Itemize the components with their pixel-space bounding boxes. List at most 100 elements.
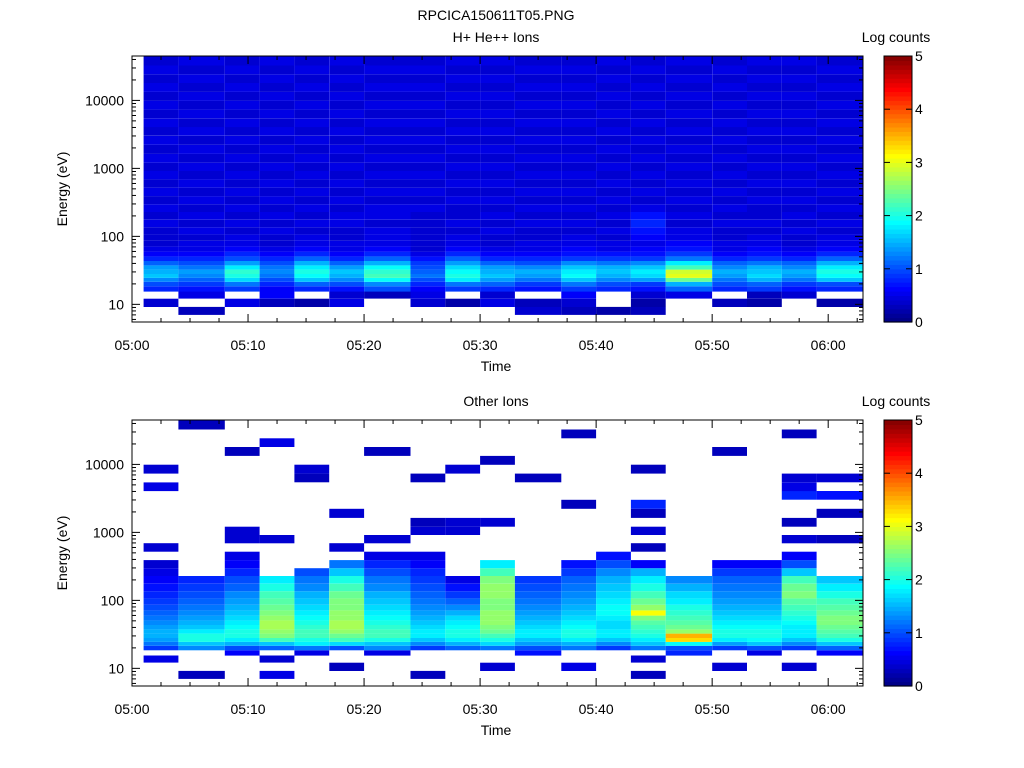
hplus-cell xyxy=(747,109,782,119)
other-ions-cell xyxy=(294,645,330,651)
hplus-cell xyxy=(514,256,562,261)
hplus-cell xyxy=(178,261,225,266)
hplus-cell xyxy=(445,240,481,247)
hplus-cell xyxy=(747,261,782,266)
other-ions-cell xyxy=(445,576,481,584)
hplus-cell xyxy=(596,100,631,110)
other-ions-cell xyxy=(781,633,817,638)
hplus-colorbar-segment xyxy=(884,206,912,212)
hplus-colorbar-segment xyxy=(884,193,912,199)
other-ions-cell xyxy=(665,638,713,642)
hplus-cell xyxy=(596,56,631,66)
other-ions-cell xyxy=(224,645,260,651)
hplus-cell xyxy=(445,286,481,292)
hplus-cell xyxy=(329,286,365,292)
other-ions-colorbar-segment xyxy=(884,499,912,505)
hplus-cell xyxy=(224,100,260,110)
other-ions-cell xyxy=(143,625,179,630)
hplus-cell xyxy=(665,265,713,270)
other-ions-cell xyxy=(224,633,260,638)
hplus-cell xyxy=(561,135,597,145)
hplus-cell xyxy=(712,265,747,270)
hplus-colorbar-segment xyxy=(884,224,912,230)
hplus-cell xyxy=(259,246,295,252)
other-ions-cell xyxy=(445,615,481,621)
other-ions-cell xyxy=(364,629,411,634)
hplus-cell xyxy=(364,291,411,299)
hplus-cell xyxy=(410,291,446,299)
hplus-cell xyxy=(445,277,481,282)
hplus-cell xyxy=(410,219,446,228)
other-ions-colorbar-segment xyxy=(884,557,912,563)
other-ions-cell xyxy=(630,620,666,625)
hplus-cell xyxy=(294,269,330,274)
hplus-colorbar-segment xyxy=(884,78,912,84)
other-ions-cell xyxy=(143,629,179,634)
hplus-cell xyxy=(630,162,666,171)
hplus-cell xyxy=(514,227,562,235)
hplus-cell xyxy=(561,298,597,307)
hplus-cell xyxy=(259,219,295,228)
hplus-cell xyxy=(178,153,225,163)
hplus-cell xyxy=(364,265,411,270)
other-ions-cell xyxy=(514,591,562,599)
hplus-cell xyxy=(178,171,225,180)
other-ions-colorbar-segment xyxy=(884,575,912,581)
hplus-cell xyxy=(712,261,747,266)
hplus-cell xyxy=(329,256,365,261)
other-ions-colorbar-segment xyxy=(884,544,912,550)
other-ions-cell xyxy=(143,560,179,569)
other-ions-cell xyxy=(816,598,863,605)
other-ions-cell xyxy=(480,568,515,576)
other-ions-colorbar-segment xyxy=(884,588,912,594)
other-ions-cell xyxy=(816,629,863,634)
other-ions-cell xyxy=(294,473,330,483)
hplus-cell xyxy=(329,196,365,205)
hplus-colorbar-segment xyxy=(884,237,912,243)
hplus-cell xyxy=(178,144,225,154)
other-ions-cell xyxy=(561,662,597,671)
hplus-colorbar-segment xyxy=(884,317,912,323)
other-ions-cell xyxy=(329,662,365,671)
hplus-cell xyxy=(329,144,365,154)
hplus-cell xyxy=(480,277,515,282)
other-ions-cell xyxy=(364,638,411,642)
other-ions-cell xyxy=(178,638,225,642)
other-ions-cell xyxy=(596,560,631,569)
hplus-colorbar-segment xyxy=(884,251,912,257)
other-ions-colorbar-segment xyxy=(884,579,912,585)
hplus-cell xyxy=(596,162,631,171)
other-ions-cell xyxy=(480,645,515,651)
hplus-cell xyxy=(259,153,295,163)
other-ions-cell xyxy=(816,576,863,584)
other-ions-colorbar-segment xyxy=(884,619,912,625)
hplus-cell xyxy=(561,281,597,287)
hplus-cell xyxy=(364,227,411,235)
hplus-cell xyxy=(178,187,225,197)
hplus-cell xyxy=(781,196,817,205)
hplus-cell xyxy=(781,261,817,266)
other-ions-cell xyxy=(480,591,515,599)
hplus-colorbar-segment xyxy=(884,202,912,208)
hplus-cell xyxy=(224,118,260,128)
other-ions-colorbar-segment xyxy=(884,561,912,567)
hplus-cell xyxy=(665,204,713,212)
hplus-cell xyxy=(259,127,295,136)
hplus-cell xyxy=(445,234,481,241)
hplus-y-tick-label: 10 xyxy=(108,296,124,312)
hplus-cell xyxy=(712,256,747,261)
hplus-cell xyxy=(596,109,631,119)
hplus-cell xyxy=(665,74,713,83)
hplus-cell xyxy=(816,265,863,270)
hplus-cell xyxy=(712,153,747,163)
other-ions-colorbar-segment xyxy=(884,570,912,576)
hplus-cell xyxy=(329,153,365,163)
hplus-cell xyxy=(329,171,365,180)
hplus-cell xyxy=(816,298,863,307)
hplus-cell xyxy=(630,251,666,257)
hplus-cell xyxy=(329,83,365,92)
hplus-cell xyxy=(665,219,713,228)
hplus-cell xyxy=(178,251,225,257)
other-ions-cell xyxy=(445,598,481,605)
hplus-cell xyxy=(329,269,365,274)
